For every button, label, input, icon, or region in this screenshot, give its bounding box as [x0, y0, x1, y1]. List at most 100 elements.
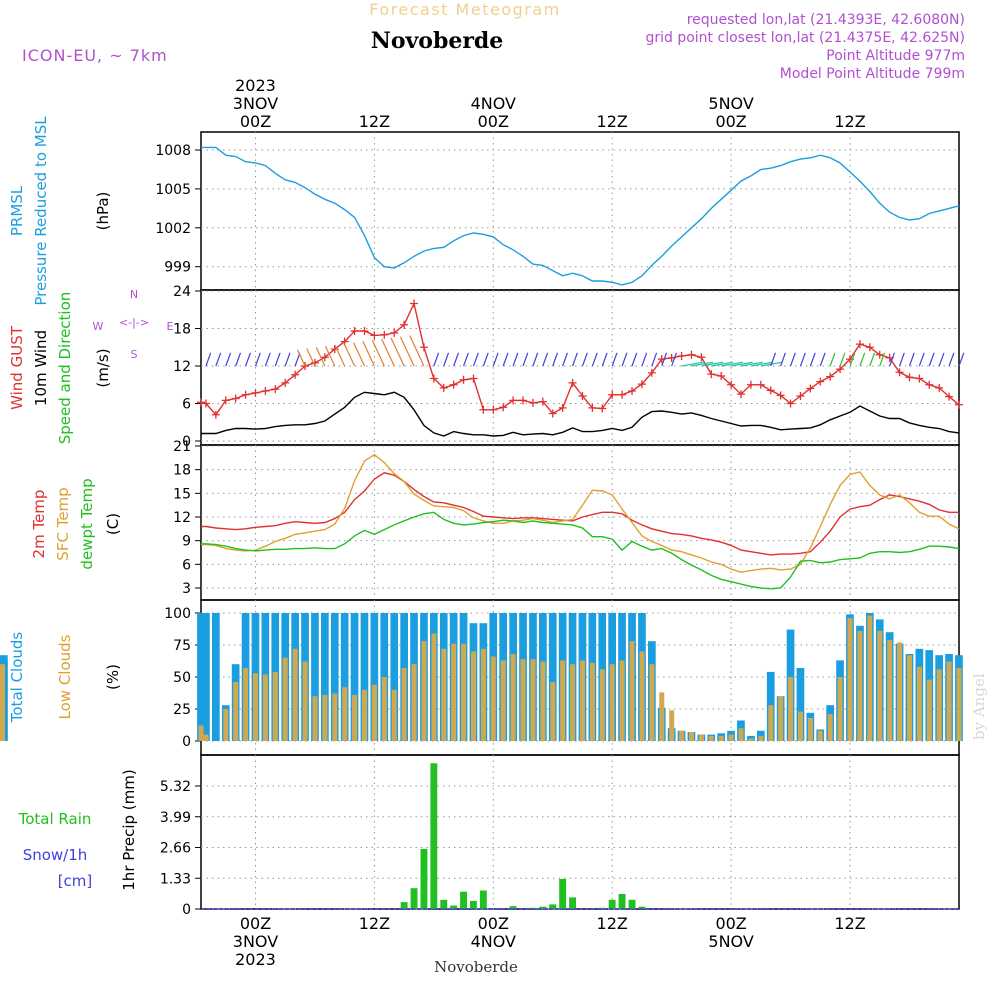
bar-low: [817, 730, 823, 741]
bar-low: [451, 643, 457, 741]
wind-arrow: [390, 337, 405, 367]
bar-rain: [410, 888, 418, 909]
top-tick-label: 12Z: [834, 112, 865, 131]
bar-low: [669, 710, 675, 741]
bar-low: [589, 662, 595, 741]
bar-rain: [440, 899, 448, 909]
bar-total: [360, 613, 369, 741]
wind-arrow: [362, 341, 375, 367]
wind-arrow: [908, 352, 915, 367]
gust-point: [261, 387, 270, 395]
bar-low: [0, 677, 5, 741]
wind-arrow: [581, 352, 588, 367]
wind-arrow: [711, 361, 734, 367]
wind-arrow: [691, 361, 714, 367]
wind-arrow: [879, 352, 886, 367]
wind-arrow: [740, 361, 763, 367]
y-tick-label: 12: [173, 510, 191, 526]
requested-coords: requested lon,lat (21.4393E, 42.6080N): [687, 12, 965, 28]
bar-low: [322, 694, 328, 741]
wind-arrow: [701, 361, 724, 367]
wind-arrow: [353, 342, 366, 367]
wind-arrow: [482, 352, 489, 367]
series-line-gust: [200, 301, 960, 416]
compass-e: E: [167, 320, 174, 333]
gust-point: [717, 372, 726, 380]
bar-low: [827, 714, 833, 741]
gust-point: [291, 370, 300, 379]
axis-label: (%): [104, 664, 122, 690]
wind-arrow: [780, 352, 786, 367]
panel-frame: [200, 289, 960, 446]
series-line-2m: [201, 472, 959, 556]
wind-arrow: [381, 338, 395, 367]
axis-label: (hPa): [94, 192, 112, 231]
wind-arrow: [453, 352, 460, 367]
y-tick-label: 0: [182, 902, 191, 918]
bar-low: [907, 655, 912, 741]
gust-point: [756, 380, 765, 389]
bar-low: [659, 692, 665, 741]
bar-low: [788, 677, 794, 741]
wind-arrow: [641, 352, 648, 367]
gust-point: [479, 405, 488, 414]
gust-point: [509, 396, 518, 405]
bar-low: [471, 651, 476, 741]
bar-total: [340, 613, 349, 741]
gust-point: [737, 390, 746, 399]
bar-low: [352, 694, 358, 741]
gust-point: [489, 405, 498, 414]
y-tick-label: 2.66: [160, 841, 191, 857]
y-tick-label: 0: [182, 734, 191, 750]
gust-point: [281, 378, 290, 387]
bar-low: [877, 630, 883, 741]
wind-arrow: [671, 352, 677, 367]
bar-low: [857, 630, 863, 741]
wind-arrow: [621, 352, 628, 367]
bar-low: [520, 659, 526, 741]
gust-point: [925, 380, 934, 389]
bar-low: [223, 709, 229, 741]
wind-arrow: [409, 335, 425, 367]
wind-arrow: [463, 352, 469, 367]
bar-total: [370, 613, 379, 741]
top-tick-label: 00Z: [715, 112, 746, 131]
gust-point: [618, 390, 627, 399]
top-tick-label: 12Z: [597, 112, 628, 131]
axis-label: Snow/1h: [23, 846, 88, 864]
axis-label: (C): [104, 513, 122, 535]
wind-arrow: [731, 361, 753, 367]
bar-low: [342, 687, 348, 741]
closest-coords: grid point closest lon,lat (21.4375E, 42…: [645, 30, 965, 46]
bar-total: [311, 613, 319, 741]
compass: W <-|-> E N S: [93, 288, 174, 361]
wind-arrow: [591, 352, 598, 367]
bar-low: [480, 648, 486, 741]
bar-total: [212, 613, 220, 741]
bar-low: [768, 705, 774, 741]
bar-low: [837, 677, 843, 741]
gust-point: [608, 390, 617, 399]
bar-low: [689, 732, 694, 741]
bar-low: [778, 696, 784, 741]
wind-arrow: [958, 352, 965, 367]
bar-low: [718, 735, 724, 741]
bar-rain: [618, 894, 626, 909]
wind-arrow: [225, 352, 232, 367]
gust-point: [865, 343, 874, 352]
gust-point: [251, 388, 260, 397]
bar-low: [540, 661, 546, 741]
wind-arrow: [532, 352, 539, 367]
y-tick-label: 6: [182, 397, 191, 413]
wind-arrow: [849, 352, 856, 367]
gust-point: [895, 368, 904, 377]
wind-arrow: [601, 352, 608, 367]
wind-arrow: [839, 352, 846, 367]
panel-precip: 0 1.33 2.66 3.99 5.32: [160, 754, 960, 918]
bar-low: [916, 666, 922, 741]
location-title: Novoberde: [371, 28, 504, 54]
bar-rain: [549, 904, 557, 909]
wind-arrow: [284, 352, 291, 367]
